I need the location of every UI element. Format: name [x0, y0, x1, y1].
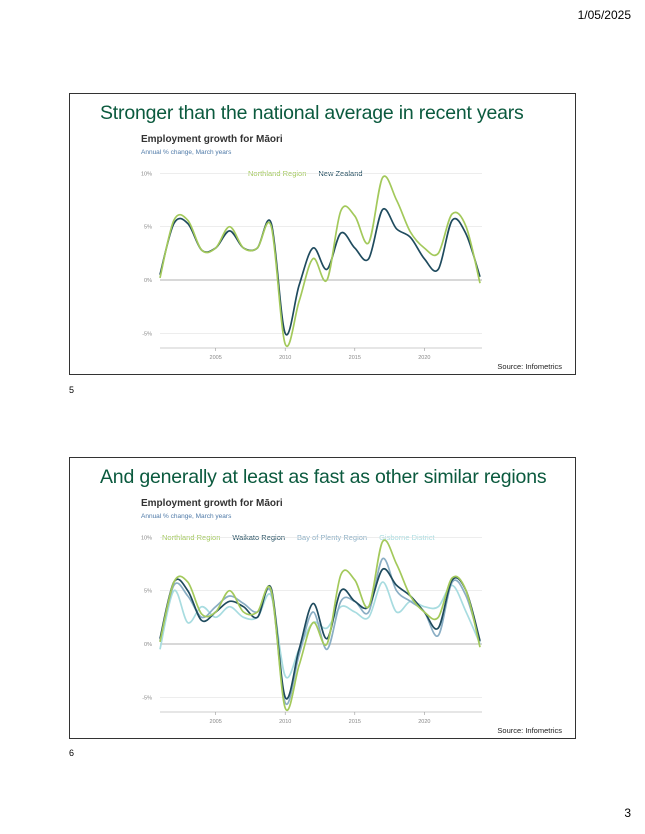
- x-tick-label: 2005: [210, 719, 222, 725]
- y-tick-label: -5%: [142, 695, 152, 701]
- y-tick-label: -5%: [142, 331, 152, 337]
- slide-title: Stronger than the national average in re…: [100, 102, 524, 124]
- x-tick-label: 2020: [418, 719, 430, 725]
- y-tick-label: 5%: [144, 225, 152, 231]
- chart-subtitle: Annual % change, March years: [141, 149, 232, 156]
- slide-title: And generally at least as fast as other …: [100, 466, 547, 488]
- slide-5: Stronger than the national average in re…: [69, 93, 576, 375]
- x-tick-label: 2015: [349, 719, 361, 725]
- y-tick-label: 0%: [144, 642, 152, 648]
- line-chart: 10% 5% 0% -5% 2005 2010 2015 2020: [141, 535, 482, 725]
- series-line-northland-region: [159, 539, 481, 712]
- x-tick-label: 2005: [210, 355, 222, 361]
- line-chart: 10% 5% 0% -5% 2005 2010 2015 2020: [141, 171, 482, 361]
- chart-subtitle: Annual % change, March years: [141, 513, 232, 520]
- x-tick-label: 2010: [279, 719, 291, 725]
- series-line-bay-of-plenty-region: [159, 557, 481, 706]
- y-tick-label: 10%: [141, 171, 152, 177]
- chart-title: Employment growth for Māori: [141, 134, 283, 145]
- y-tick-label: 10%: [141, 535, 152, 541]
- slide-6: And generally at least as fast as other …: [69, 457, 576, 739]
- page-number: 3: [624, 806, 631, 820]
- y-tick-label: 5%: [144, 589, 152, 595]
- series-line-northland-region: [159, 175, 481, 348]
- x-tick-label: 2020: [418, 355, 430, 361]
- chart-title: Employment growth for Māori: [141, 498, 283, 509]
- source-note: Source: Infometrics: [497, 362, 562, 371]
- slide-number: 5: [69, 385, 75, 395]
- x-tick-label: 2015: [349, 355, 361, 361]
- y-tick-label: 0%: [144, 278, 152, 284]
- header-date: 1/05/2025: [577, 8, 631, 22]
- x-tick-label: 2010: [279, 355, 291, 361]
- slide-number: 6: [69, 748, 75, 758]
- source-note: Source: Infometrics: [497, 726, 562, 735]
